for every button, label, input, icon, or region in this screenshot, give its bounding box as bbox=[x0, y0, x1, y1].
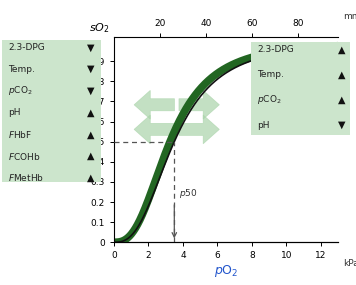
Text: $F$COHb: $F$COHb bbox=[8, 150, 41, 162]
Text: 2.3-DPG: 2.3-DPG bbox=[257, 45, 294, 54]
Text: ▼: ▼ bbox=[87, 64, 95, 74]
Text: Temp.: Temp. bbox=[257, 70, 284, 79]
Text: Temp.: Temp. bbox=[8, 65, 35, 74]
Text: ▼: ▼ bbox=[87, 42, 95, 52]
Text: mmHg: mmHg bbox=[343, 12, 356, 21]
Text: $p$50: $p$50 bbox=[179, 187, 198, 200]
FancyBboxPatch shape bbox=[2, 40, 101, 182]
FancyBboxPatch shape bbox=[251, 42, 350, 135]
Text: kPa: kPa bbox=[343, 259, 356, 268]
X-axis label: $\it{p}$O$_2$: $\it{p}$O$_2$ bbox=[214, 263, 238, 279]
Text: $F$HbF: $F$HbF bbox=[8, 129, 32, 140]
Text: $p$CO$_2$: $p$CO$_2$ bbox=[257, 93, 282, 107]
Text: $p$CO$_2$: $p$CO$_2$ bbox=[8, 84, 33, 97]
Text: ▲: ▲ bbox=[87, 108, 95, 118]
Text: $s$O$_2$: $s$O$_2$ bbox=[89, 21, 109, 35]
Polygon shape bbox=[134, 90, 174, 119]
Text: ▲: ▲ bbox=[87, 173, 95, 183]
Text: ▲: ▲ bbox=[87, 151, 95, 161]
Text: ▲: ▲ bbox=[338, 95, 346, 105]
Polygon shape bbox=[179, 90, 219, 119]
Text: 2.3-DPG: 2.3-DPG bbox=[8, 43, 45, 52]
Text: ▼: ▼ bbox=[87, 86, 95, 96]
Text: pH: pH bbox=[8, 108, 21, 117]
Text: $F$MetHb: $F$MetHb bbox=[8, 172, 44, 183]
Polygon shape bbox=[134, 115, 174, 144]
Polygon shape bbox=[179, 115, 219, 144]
Text: ▲: ▲ bbox=[338, 70, 346, 80]
Text: pH: pH bbox=[257, 121, 270, 130]
Text: ▲: ▲ bbox=[338, 44, 346, 55]
Text: ▲: ▲ bbox=[87, 129, 95, 139]
Text: ▼: ▼ bbox=[338, 120, 346, 130]
